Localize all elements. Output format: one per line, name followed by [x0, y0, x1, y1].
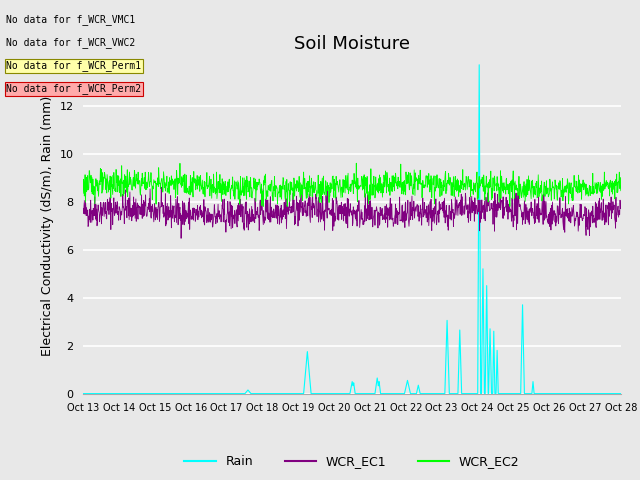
- Text: No data for f_WCR_VMC1: No data for f_WCR_VMC1: [6, 14, 136, 25]
- Rain: [79, 391, 87, 396]
- Text: No data for f_WCR_VWC2: No data for f_WCR_VWC2: [6, 37, 136, 48]
- Rain: [435, 391, 443, 396]
- WCR_EC2: [259, 188, 267, 194]
- Rain: [259, 391, 267, 396]
- WCR_EC2: [554, 189, 561, 195]
- WCR_EC1: [260, 208, 268, 214]
- WCR_EC1: [187, 207, 195, 213]
- Rain: [199, 391, 207, 396]
- Line: WCR_EC2: WCR_EC2: [83, 163, 621, 206]
- Rain: [476, 62, 483, 68]
- Line: WCR_EC1: WCR_EC1: [83, 187, 621, 239]
- WCR_EC1: [79, 206, 87, 212]
- Y-axis label: Electrical Conductivity (dS/m), Rain (mm): Electrical Conductivity (dS/m), Rain (mm…: [41, 96, 54, 356]
- Rain: [506, 391, 514, 396]
- WCR_EC2: [617, 188, 625, 193]
- WCR_EC2: [259, 204, 267, 209]
- WCR_EC2: [199, 187, 207, 193]
- Text: No data for f_WCR_Perm2: No data for f_WCR_Perm2: [6, 84, 141, 95]
- Rain: [554, 391, 561, 396]
- Legend: Rain, WCR_EC1, WCR_EC2: Rain, WCR_EC1, WCR_EC2: [179, 450, 525, 473]
- Rain: [617, 391, 625, 396]
- WCR_EC1: [506, 206, 514, 212]
- Rain: [186, 391, 193, 396]
- Title: Soil Moisture: Soil Moisture: [294, 35, 410, 53]
- WCR_EC1: [554, 204, 561, 210]
- WCR_EC2: [506, 182, 514, 188]
- WCR_EC2: [353, 160, 360, 166]
- WCR_EC2: [79, 191, 87, 196]
- Line: Rain: Rain: [83, 65, 621, 394]
- WCR_EC1: [177, 236, 185, 241]
- WCR_EC2: [436, 194, 444, 200]
- WCR_EC1: [436, 201, 444, 207]
- WCR_EC1: [200, 219, 207, 225]
- Text: No data for f_WCR_Perm1: No data for f_WCR_Perm1: [6, 60, 141, 72]
- WCR_EC1: [157, 184, 165, 190]
- WCR_EC1: [617, 204, 625, 210]
- WCR_EC2: [186, 186, 193, 192]
